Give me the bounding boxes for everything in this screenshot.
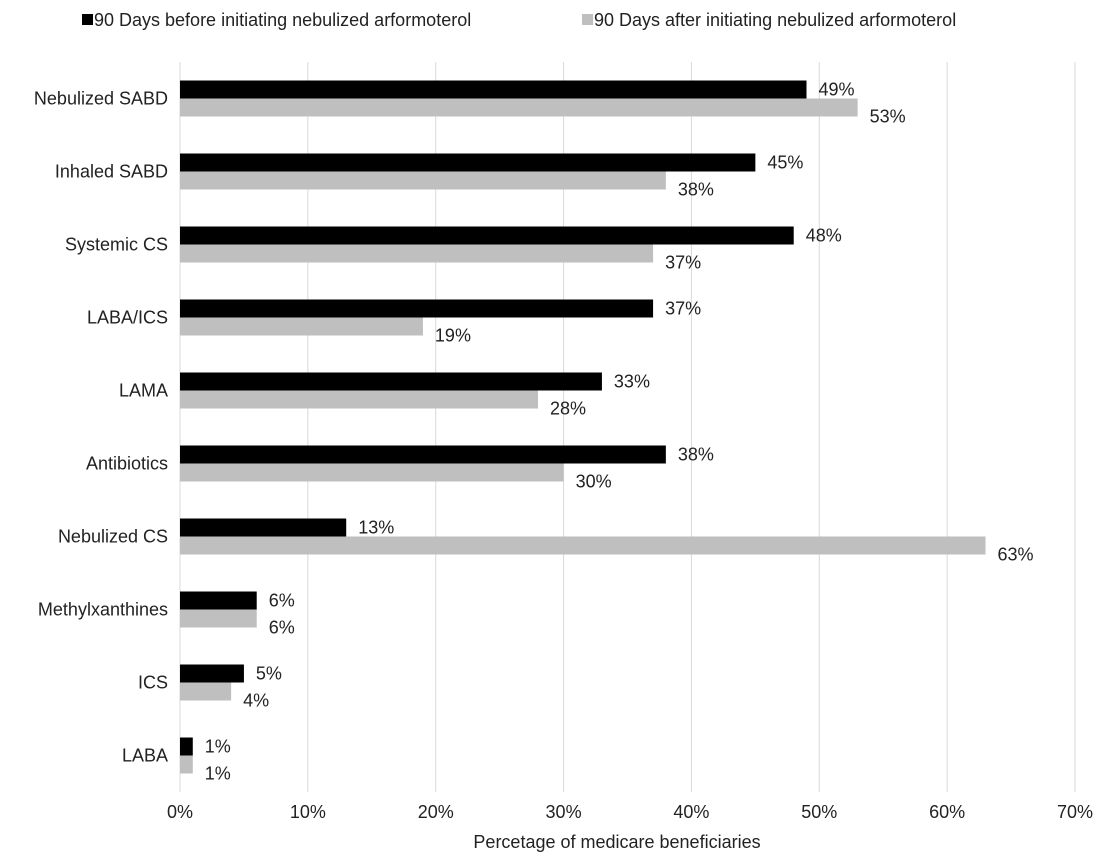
x-tick-label: 40% bbox=[673, 802, 709, 822]
value-label: 1% bbox=[205, 764, 231, 784]
legend: 90 Days before initiating nebulized arfo… bbox=[82, 10, 956, 30]
bar-after bbox=[180, 463, 564, 482]
value-label: 13% bbox=[358, 518, 394, 538]
bar-before bbox=[180, 153, 756, 172]
bar-before bbox=[180, 591, 257, 610]
bar-before bbox=[180, 226, 794, 245]
bar-after bbox=[180, 171, 666, 190]
bar-after bbox=[180, 682, 232, 701]
legend-label-after: 90 Days after initiating nebulized arfor… bbox=[594, 10, 956, 30]
value-label: 33% bbox=[614, 372, 650, 392]
value-label: 6% bbox=[269, 591, 295, 611]
value-label: 37% bbox=[665, 253, 701, 273]
value-label: 49% bbox=[819, 80, 855, 100]
value-label: 6% bbox=[269, 618, 295, 638]
legend-swatch-after bbox=[582, 14, 593, 25]
value-label: 48% bbox=[806, 226, 842, 246]
value-label: 38% bbox=[678, 445, 714, 465]
value-label: 19% bbox=[435, 326, 471, 346]
value-label: 38% bbox=[678, 180, 714, 200]
value-label: 4% bbox=[243, 691, 269, 711]
bar-after bbox=[180, 755, 193, 774]
bar-before bbox=[180, 737, 193, 756]
x-axis-title: Percetage of medicare beneficiaries bbox=[473, 832, 760, 852]
x-tick-label: 10% bbox=[290, 802, 326, 822]
value-label: 53% bbox=[870, 107, 906, 127]
bar-before bbox=[180, 80, 807, 99]
bar-after bbox=[180, 98, 858, 117]
category-label: Nebulized CS bbox=[58, 527, 168, 547]
bars bbox=[180, 80, 986, 774]
x-tick-label: 0% bbox=[167, 802, 193, 822]
category-label: Antibiotics bbox=[86, 454, 168, 474]
bar-after bbox=[180, 244, 654, 263]
value-label: 45% bbox=[767, 153, 803, 173]
x-tick-label: 30% bbox=[546, 802, 582, 822]
category-label: Nebulized SABD bbox=[34, 89, 168, 109]
value-label: 28% bbox=[550, 399, 586, 419]
x-tick-labels: 0% 10% 20% 30% 40% 50% 60% 70% bbox=[167, 802, 1093, 822]
value-label: 63% bbox=[998, 545, 1034, 565]
bar-after bbox=[180, 390, 538, 409]
bar-before bbox=[180, 518, 347, 537]
value-labels: 49% 53% 45% 38% 48% 37% 37% 19% 33% 28% 38% 30% 13% 6… bbox=[205, 80, 1034, 784]
value-label: 1% bbox=[205, 737, 231, 757]
legend-swatch-before bbox=[82, 14, 93, 25]
category-label: Systemic CS bbox=[65, 235, 168, 255]
value-label: 37% bbox=[665, 299, 701, 319]
category-label: Methylxanthines bbox=[38, 600, 168, 620]
value-label: 5% bbox=[256, 664, 282, 684]
value-label: 30% bbox=[576, 472, 612, 492]
bar-after bbox=[180, 317, 423, 336]
bar-after bbox=[180, 609, 257, 628]
x-tick-label: 60% bbox=[929, 802, 965, 822]
category-label: LAMA bbox=[119, 381, 168, 401]
x-tick-label: 70% bbox=[1057, 802, 1093, 822]
category-label: LABA bbox=[122, 746, 168, 766]
category-label: ICS bbox=[138, 673, 168, 693]
legend-label-before: 90 Days before initiating nebulized arfo… bbox=[94, 10, 471, 30]
category-label: LABA/ICS bbox=[87, 308, 168, 328]
category-labels: Nebulized SABD Inhaled SABD Systemic CS LAB… bbox=[34, 89, 168, 766]
bar-before bbox=[180, 299, 654, 318]
bar-before bbox=[180, 372, 602, 391]
category-label: Inhaled SABD bbox=[55, 162, 168, 182]
x-tick-label: 20% bbox=[418, 802, 454, 822]
bar-after bbox=[180, 536, 986, 555]
bar-before bbox=[180, 445, 666, 464]
bar-before bbox=[180, 664, 244, 683]
x-tick-label: 50% bbox=[801, 802, 837, 822]
